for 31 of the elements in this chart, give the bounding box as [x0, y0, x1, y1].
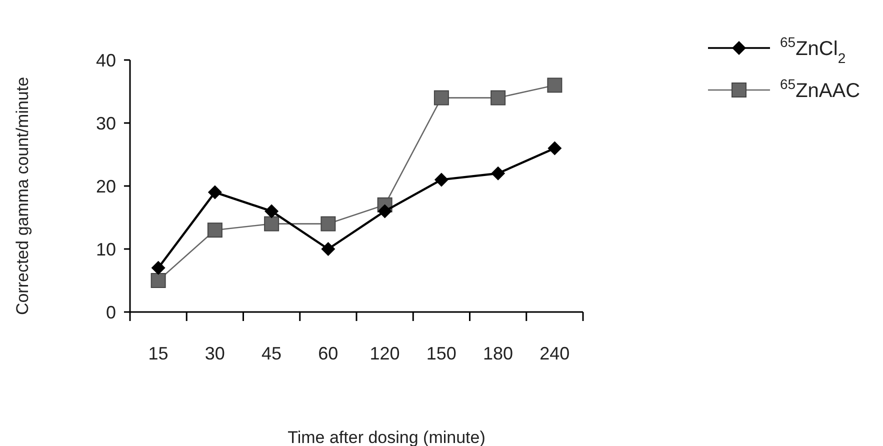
x-tick-label: 240 — [540, 343, 570, 364]
point — [434, 90, 449, 106]
y-tick-label: 30 — [96, 113, 116, 134]
point — [208, 185, 222, 200]
point — [150, 273, 166, 288]
point — [378, 204, 392, 218]
point — [264, 216, 280, 232]
x-tick-label: 45 — [262, 343, 282, 364]
y-tick-label: 40 — [96, 50, 116, 70]
point — [490, 90, 506, 106]
x-tick-label: 15 — [148, 343, 168, 364]
point — [321, 242, 336, 256]
point — [264, 204, 279, 218]
point — [151, 260, 166, 275]
y-tick-label: 20 — [96, 176, 116, 196]
point — [434, 172, 448, 187]
legend-label: $^{65}$ZnCl$_{2}$ — [780, 34, 846, 66]
x-tick-label: 180 — [483, 343, 514, 364]
point — [491, 166, 506, 180]
point — [548, 141, 562, 156]
legend-label: $^{65}$ZnAAC — [780, 76, 860, 102]
y-tick-label: 10 — [96, 239, 116, 260]
x-tick-label: 120 — [370, 343, 400, 364]
x-tick-label: 30 — [204, 343, 225, 364]
point — [320, 216, 336, 232]
point — [207, 222, 222, 238]
y-axis-title: Corrected gamma count/minute — [13, 76, 32, 316]
x-tick-label: 60 — [318, 343, 338, 364]
x-tick-label: 150 — [426, 343, 456, 364]
point — [547, 78, 562, 93]
y-tick-label: 0 — [106, 302, 116, 322]
